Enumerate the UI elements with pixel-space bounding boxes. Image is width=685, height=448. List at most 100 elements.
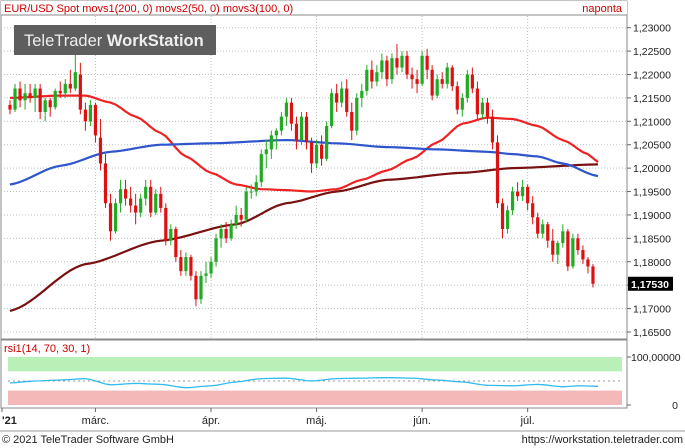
candle-down xyxy=(294,116,299,150)
candle-body xyxy=(566,231,570,267)
rsi-panel: 100,00000 0 rsi1(14, 70, 30, 1) xyxy=(0,339,681,412)
candle-body xyxy=(510,191,515,211)
rsi-oversold-band xyxy=(8,390,622,405)
candle-body xyxy=(526,186,530,204)
candle-down xyxy=(410,67,414,89)
candle-body xyxy=(154,193,158,213)
candle-body xyxy=(83,109,87,122)
rsi-line-group xyxy=(9,376,599,389)
candle-down xyxy=(581,245,585,265)
candle-body xyxy=(500,203,505,229)
candle-up xyxy=(43,97,47,122)
candle-body xyxy=(179,257,183,272)
candle-body xyxy=(58,90,62,94)
candle-body xyxy=(470,74,474,89)
candles xyxy=(8,44,595,307)
candle-down xyxy=(345,79,349,117)
candle-down xyxy=(385,55,389,87)
candle-up xyxy=(23,83,27,110)
candle-body xyxy=(219,228,223,239)
x-tick-label: '21 xyxy=(2,415,17,427)
copyright-text: © 2021 TeleTrader Software GmbH xyxy=(2,434,174,446)
candle-body xyxy=(460,97,464,110)
candle-up xyxy=(435,74,439,98)
candle-body xyxy=(591,266,595,284)
candle-body xyxy=(495,142,500,204)
candle-up xyxy=(465,69,469,103)
candle-down xyxy=(370,60,374,89)
candle-up xyxy=(139,193,143,218)
candle-body xyxy=(199,275,203,300)
candle-down xyxy=(546,221,550,248)
price-tick-label: 1,18500 xyxy=(633,233,671,245)
candle-up xyxy=(480,97,485,119)
footer-url[interactable]: https://workstation.teletrader.com xyxy=(522,434,683,446)
x-tick-label: márc. xyxy=(82,415,110,427)
price-tick-label: 1,20000 xyxy=(633,163,671,175)
candle-down xyxy=(224,221,228,244)
candle-down xyxy=(18,81,22,108)
candle-up xyxy=(249,184,253,199)
candle-body xyxy=(269,135,273,150)
candle-body xyxy=(169,228,173,241)
candle-down xyxy=(395,44,399,75)
candle-down xyxy=(289,97,294,131)
candle-up xyxy=(365,65,369,96)
candle-body xyxy=(129,198,133,206)
rsi-title: rsi1(14, 70, 30, 1) xyxy=(4,343,90,355)
candle-body xyxy=(184,257,188,272)
candle-up xyxy=(244,186,248,222)
candle-down xyxy=(108,193,113,241)
candle-body xyxy=(18,88,22,101)
candle-body xyxy=(335,93,339,103)
candle-down xyxy=(58,81,62,98)
candle-body xyxy=(164,207,168,241)
candle-down xyxy=(576,233,580,255)
candle-down xyxy=(319,135,324,166)
candle-up xyxy=(118,179,123,213)
candle-up xyxy=(204,261,208,283)
logo-background xyxy=(14,25,216,55)
candle-body xyxy=(8,104,12,110)
candle-up xyxy=(229,219,233,241)
candle-body xyxy=(370,69,374,82)
candle-body xyxy=(249,191,253,193)
candle-up xyxy=(460,93,464,117)
candle-body xyxy=(420,55,424,84)
candle-up xyxy=(375,65,379,87)
candle-body xyxy=(28,93,32,98)
candle-body xyxy=(350,111,354,131)
candle-up xyxy=(420,51,424,87)
candle-body xyxy=(214,238,218,262)
candle-body xyxy=(244,191,248,220)
candle-up xyxy=(445,62,449,89)
candle-body xyxy=(118,189,123,204)
candle-down xyxy=(38,83,42,119)
candle-up xyxy=(284,97,289,127)
x-axis-labels: '21 márc. ápr. máj. jún. júl. xyxy=(1,408,535,427)
candle-up xyxy=(254,175,258,197)
candle-body xyxy=(139,198,143,213)
price-tick-label: 1,16500 xyxy=(633,327,671,339)
candle-body xyxy=(314,144,319,164)
price-tick-label: 1,22500 xyxy=(633,46,671,58)
candle-down xyxy=(566,228,570,272)
candle-up xyxy=(279,111,283,136)
candle-body xyxy=(385,60,389,80)
candle-body xyxy=(134,205,138,213)
candle-body xyxy=(345,88,349,112)
ma-line-movs3 xyxy=(9,139,599,186)
candle-up xyxy=(13,83,17,112)
ma-line-movs2 xyxy=(9,94,599,193)
candle-body xyxy=(189,257,193,276)
candle-body xyxy=(13,88,17,110)
rsi-tick-label: 100,00000 xyxy=(631,352,681,364)
last-price-label: 1,17530 xyxy=(631,279,669,291)
candle-body xyxy=(264,149,268,155)
x-tick-label: júl. xyxy=(520,415,535,427)
candle-up xyxy=(299,111,304,145)
candle-body xyxy=(73,72,77,89)
candle-body xyxy=(435,79,439,96)
candle-body xyxy=(98,137,103,164)
candle-down xyxy=(164,203,168,246)
